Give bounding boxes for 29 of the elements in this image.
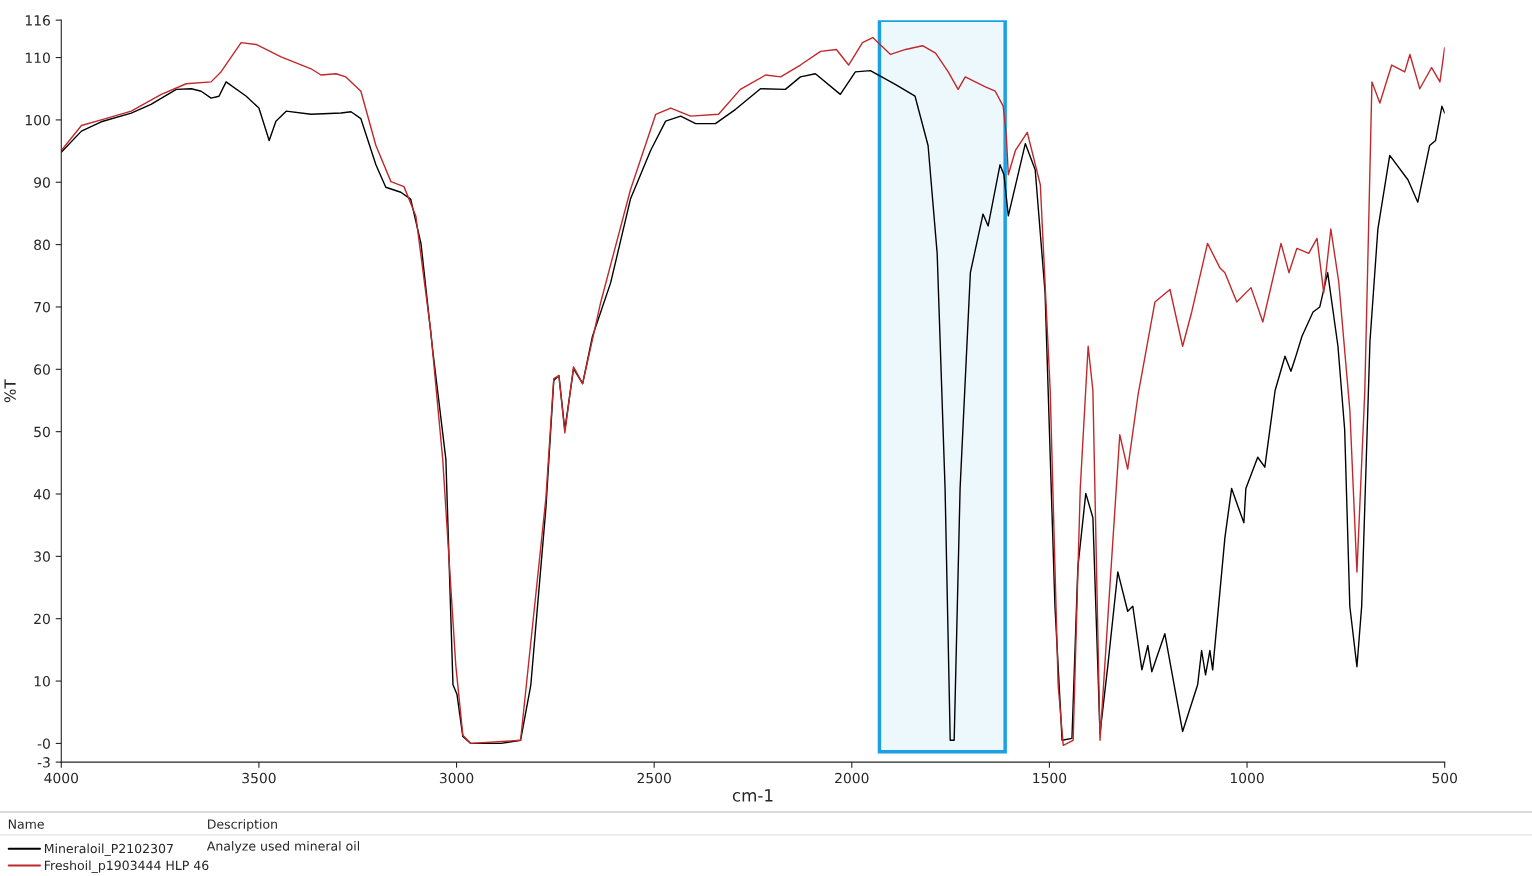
y-tick-label: 110 xyxy=(25,52,50,64)
y-tick-label: -3 xyxy=(37,757,50,768)
text: Analyze used mineral oil xyxy=(206,841,360,854)
text: Description xyxy=(208,819,277,832)
y-tick-label: -0 xyxy=(37,738,50,749)
legend-label: Freshoil_p1903444 HLP 46 xyxy=(44,860,209,873)
y-tick-label: 60 xyxy=(34,364,50,375)
x-tick-label: 2000 xyxy=(835,772,869,784)
y-axis-title: %T xyxy=(4,379,16,403)
x-tick-label: 1500 xyxy=(1033,772,1067,784)
y-tick-label: 70 xyxy=(34,301,50,313)
legend-label: Mineraloil_P2102307 xyxy=(44,843,173,857)
y-tick-label: 116 xyxy=(25,15,50,26)
x-tick-label: 3000 xyxy=(439,772,474,784)
y-tick-label: 50 xyxy=(34,426,50,438)
y-tick-label: 30 xyxy=(34,551,50,562)
y-tick-label: 10 xyxy=(34,676,50,687)
x-axis-title: cm-1 xyxy=(732,789,773,802)
y-tick-label: 90 xyxy=(34,177,50,188)
x-tick-label: 500 xyxy=(1432,772,1458,784)
x-tick-label: 2500 xyxy=(637,772,671,784)
y-tick-label: 100 xyxy=(25,114,50,126)
x-tick-label: 3500 xyxy=(242,772,276,784)
y-tick-label: 40 xyxy=(33,488,50,500)
x-tick-label: 4000 xyxy=(44,772,79,784)
y-tick-label: 80 xyxy=(34,239,50,251)
x-tick-label: 1000 xyxy=(1230,772,1264,784)
legend-title: Name xyxy=(8,819,44,829)
y-tick-label: 20 xyxy=(34,613,50,625)
